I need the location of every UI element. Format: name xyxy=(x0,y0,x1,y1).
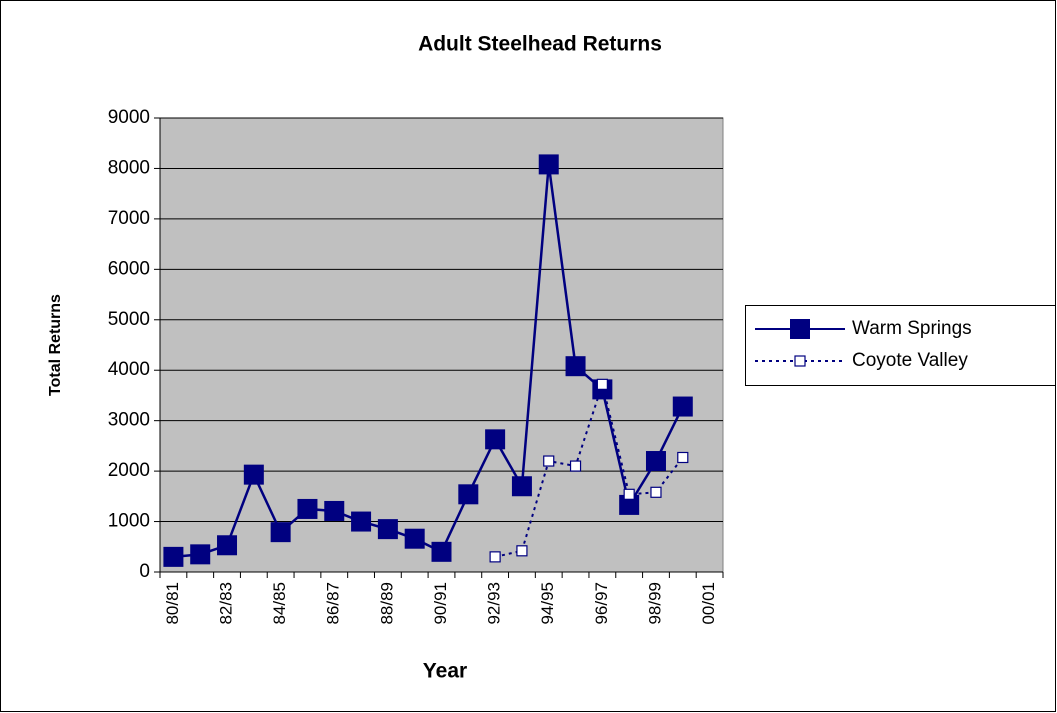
marker xyxy=(538,154,559,175)
y-tick-label: 1000 xyxy=(108,511,150,532)
legend-label: Warm Springs xyxy=(852,318,972,339)
marker xyxy=(270,522,291,543)
marker xyxy=(190,544,211,565)
marker xyxy=(377,519,398,540)
series-line xyxy=(494,380,684,558)
y-tick-label: 9000 xyxy=(108,107,150,128)
x-tick-label: 98/99 xyxy=(645,582,664,625)
x-tick-label: 88/89 xyxy=(377,582,396,625)
marker xyxy=(569,460,582,472)
marker xyxy=(565,356,586,377)
y-tick-label: 2000 xyxy=(108,460,150,481)
x-tick-label: 82/83 xyxy=(217,582,236,625)
y-tick-label: 3000 xyxy=(108,410,150,431)
legend xyxy=(745,305,1056,386)
marker xyxy=(458,484,479,505)
chart-title: Adult Steelhead Returns xyxy=(418,33,662,56)
marker xyxy=(351,511,372,532)
marker xyxy=(543,455,555,467)
marker xyxy=(596,378,608,390)
marker xyxy=(163,546,184,567)
marker xyxy=(431,541,452,562)
marker xyxy=(485,429,506,450)
marker xyxy=(623,488,635,500)
y-tick-label: 8000 xyxy=(108,157,150,178)
marker xyxy=(511,476,532,497)
marker xyxy=(489,551,501,563)
y-tick-label: 4000 xyxy=(108,359,150,380)
marker xyxy=(790,319,810,339)
x-tick-label: 00/01 xyxy=(699,582,718,625)
x-tick-label: 96/97 xyxy=(592,582,611,625)
x-tick-label: 92/93 xyxy=(485,582,504,625)
y-axis-label: Total Returns xyxy=(47,294,64,396)
marker xyxy=(324,500,345,521)
x-tick-label: 94/95 xyxy=(538,582,557,625)
marker xyxy=(243,464,264,485)
x-tick-label: 80/81 xyxy=(163,582,182,625)
y-tick-label: 6000 xyxy=(108,258,150,279)
marker xyxy=(516,545,528,557)
y-tick-label: 0 xyxy=(139,561,150,582)
x-tick-label: 84/85 xyxy=(270,582,289,625)
y-tick-label: 5000 xyxy=(108,309,150,330)
marker xyxy=(650,486,662,498)
x-axis-label: Year xyxy=(423,660,467,683)
marker xyxy=(677,451,689,464)
y-tick-label: 7000 xyxy=(108,208,150,229)
legend-label: Coyote Valley xyxy=(852,350,968,371)
marker xyxy=(794,355,806,367)
marker xyxy=(645,451,666,472)
marker xyxy=(404,528,425,549)
marker xyxy=(297,498,318,519)
x-tick-label: 90/91 xyxy=(431,582,450,625)
marker xyxy=(217,535,238,556)
marker xyxy=(672,396,693,417)
x-tick-label: 86/87 xyxy=(324,582,343,625)
